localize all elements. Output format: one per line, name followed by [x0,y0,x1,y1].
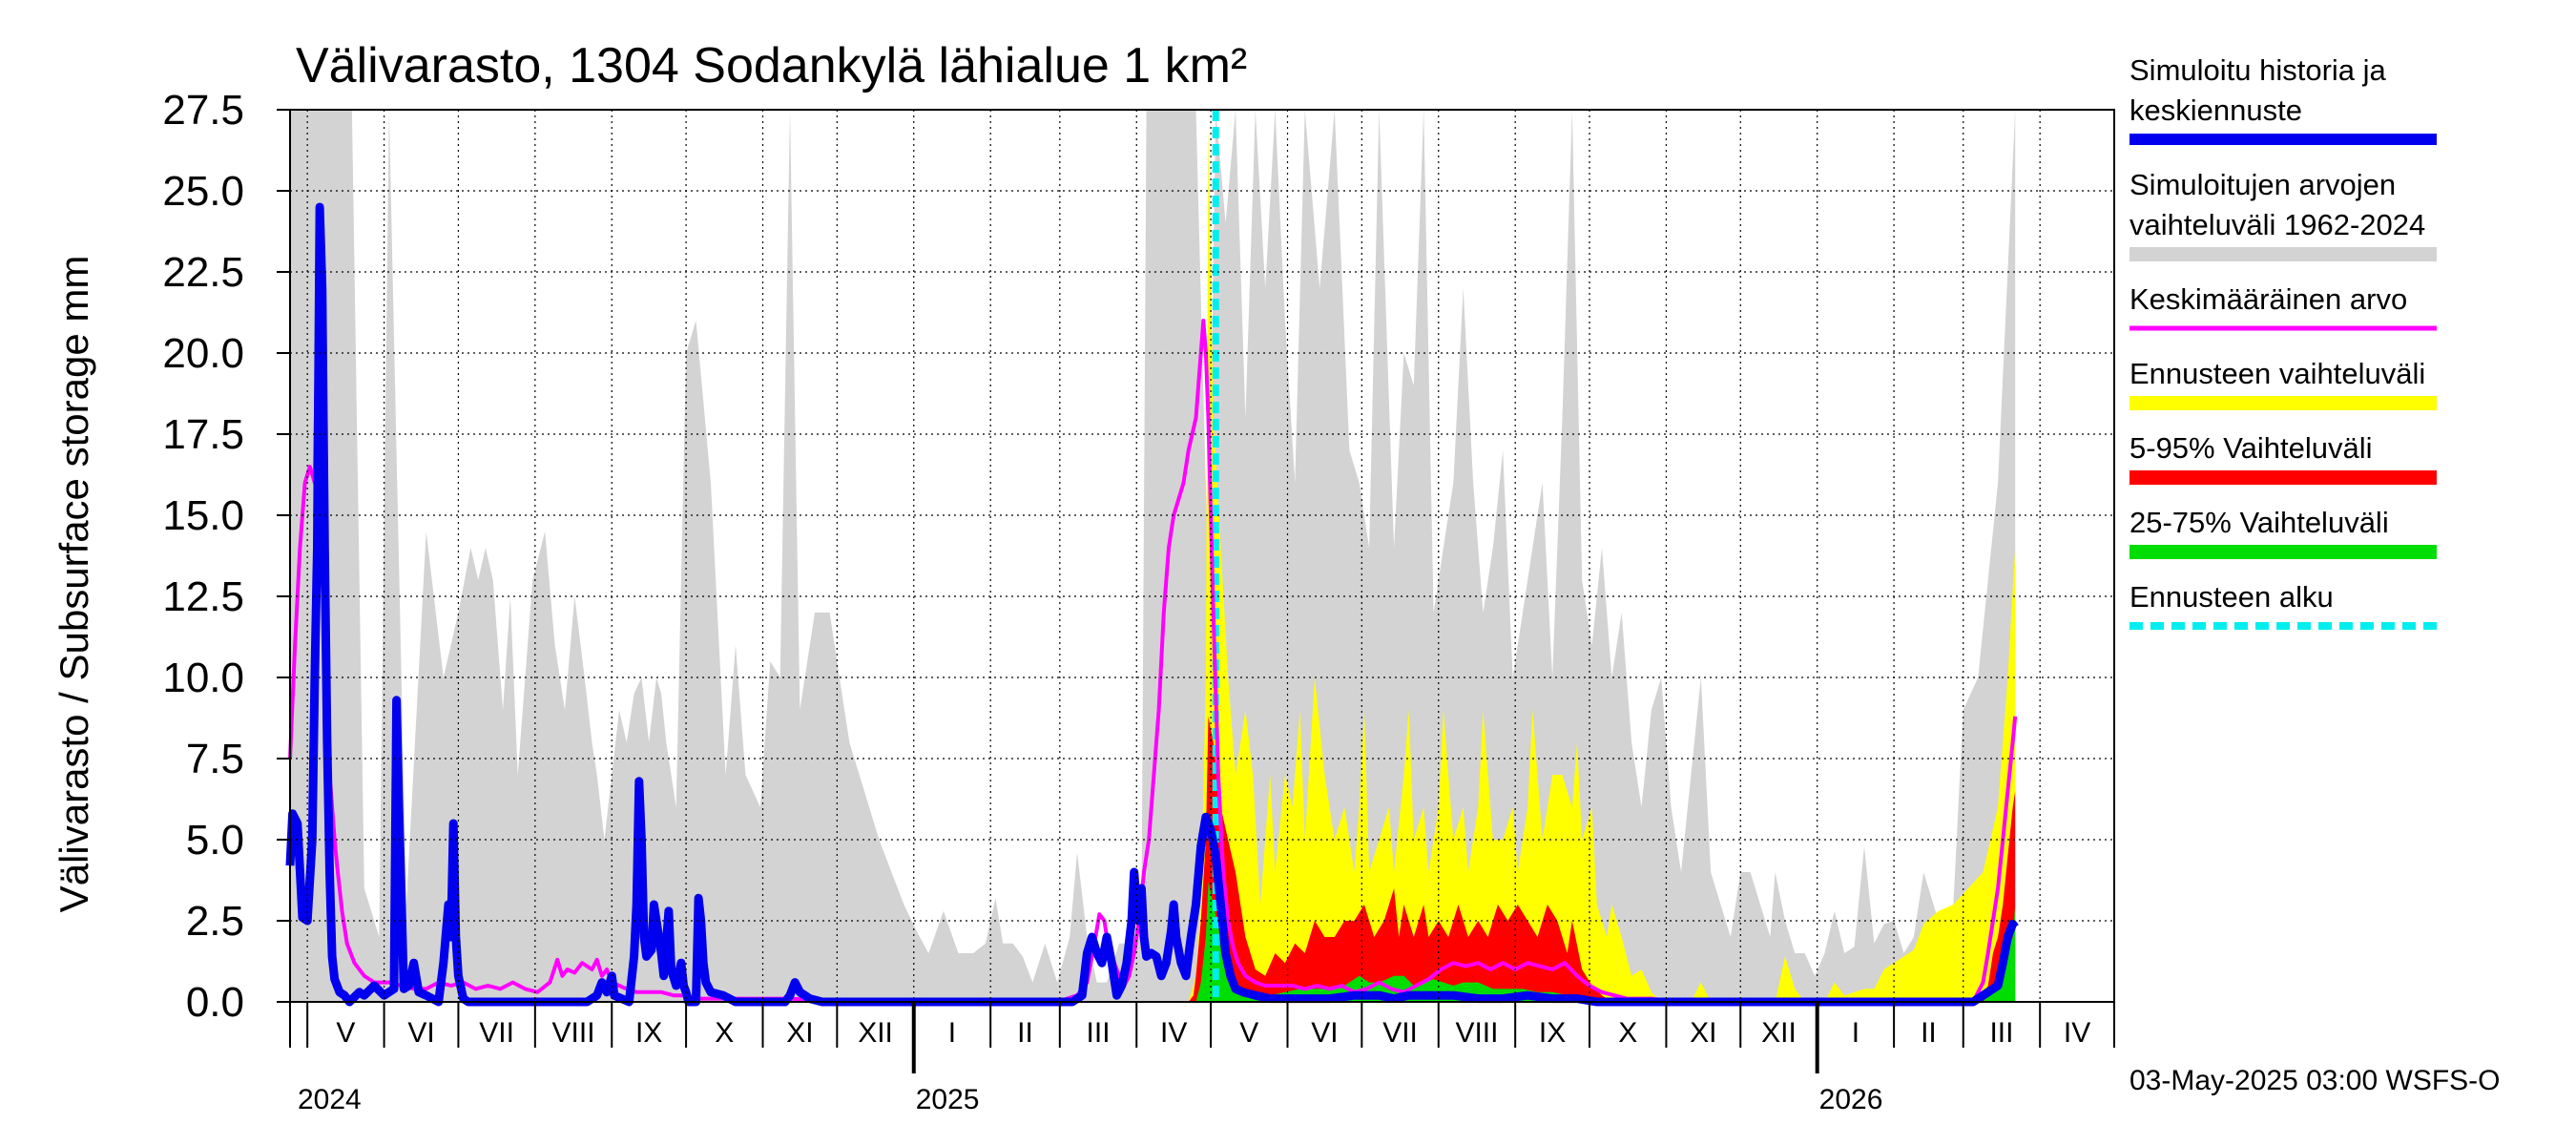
month-label: XI [1690,1017,1716,1049]
month-label: IX [635,1017,662,1049]
y-tick-label: 25.0 [162,168,244,215]
month-label: III [1087,1017,1111,1049]
legend-label-start: Ennusteen alku [2129,580,2334,614]
legend-swatch-p25_75 [2129,545,2437,559]
y-tick-label: 15.0 [162,492,244,539]
plot-frame [289,109,2115,1003]
legend-label-ens: Ennusteen vaihteluväli [2129,357,2425,390]
month-label: VII [479,1017,514,1049]
month-label: V [336,1017,355,1049]
y-tick-label: 10.0 [162,655,244,701]
year-label: 2026 [1819,1084,1883,1115]
y-tick-label: 27.5 [162,87,244,134]
month-label: VIII [552,1017,595,1049]
y-axis-label: Välivarasto / Subsurface storage mm [52,256,96,913]
y-tick-label: 5.0 [186,817,244,864]
legend-label-range: Simuloitujen arvojen [2129,168,2396,201]
legend-swatch-range [2129,247,2437,261]
month-label: II [1017,1017,1033,1049]
month-label: VI [1311,1017,1338,1049]
month-label: II [1921,1017,1937,1049]
month-label: I [1852,1017,1859,1049]
y-tick-label: 0.0 [186,979,244,1026]
plot-area [285,110,2019,1007]
month-label: VII [1382,1017,1418,1049]
legend-label-range: vaihteluväli 1962-2024 [2129,208,2425,241]
chart-title: Välivarasto, 1304 Sodankylä lähialue 1 k… [296,38,1247,94]
month-label: IV [2064,1017,2090,1049]
month-label: X [1618,1017,1637,1049]
month-label: XI [786,1017,813,1049]
line-mean [288,319,2018,1004]
y-tick-label: 7.5 [186,736,244,782]
legend-swatch-ens [2129,396,2437,410]
y-tick-label: 2.5 [186,898,244,945]
month-label: III [1989,1017,2013,1049]
year-label: 2025 [916,1084,980,1115]
legend: Simuloitu historia ja keskiennuste Simuloi… [2129,53,2437,630]
y-tick-label: 17.5 [162,411,244,458]
legend-label-sim: keskiennuste [2129,94,2302,127]
legend-swatch-p5_95 [2129,470,2437,485]
footer-timestamp: 03-May-2025 03:00 WSFS-O [2129,1065,2501,1096]
y-tick-label: 22.5 [162,249,244,296]
year-label: 2024 [298,1084,362,1115]
line-simulated [285,202,2019,1007]
month-label: XII [858,1017,893,1049]
y-tick-label: 12.5 [162,573,244,620]
month-label: VIII [1455,1017,1498,1049]
month-label: XII [1761,1017,1797,1049]
legend-label-p25_75: 25-75% Vaihteluväli [2129,506,2389,539]
band-simulated-range [290,110,2016,1002]
legend-label-mean: Keskimääräinen arvo [2129,282,2407,316]
month-label: IX [1539,1017,1566,1049]
legend-label-p5_95: 5-95% Vaihteluväli [2129,431,2372,465]
y-tick-label: 20.0 [162,330,244,377]
x-axis: V VI VII VIII IX X XI XII I II III IV V VI VII VIII IX X X… [289,1002,2115,1115]
month-label: VI [407,1017,434,1049]
legend-label-sim: Simuloitu historia ja [2129,53,2387,87]
month-label: X [715,1017,734,1049]
month-label: V [1239,1017,1258,1049]
y-axis: 0.0 2.5 5.0 7.5 10.0 12.5 15.0 17.5 20.0 22.5 25.0… [162,87,290,1026]
month-label: IV [1160,1017,1187,1049]
month-label: I [948,1017,956,1049]
grid [290,110,2114,1002]
